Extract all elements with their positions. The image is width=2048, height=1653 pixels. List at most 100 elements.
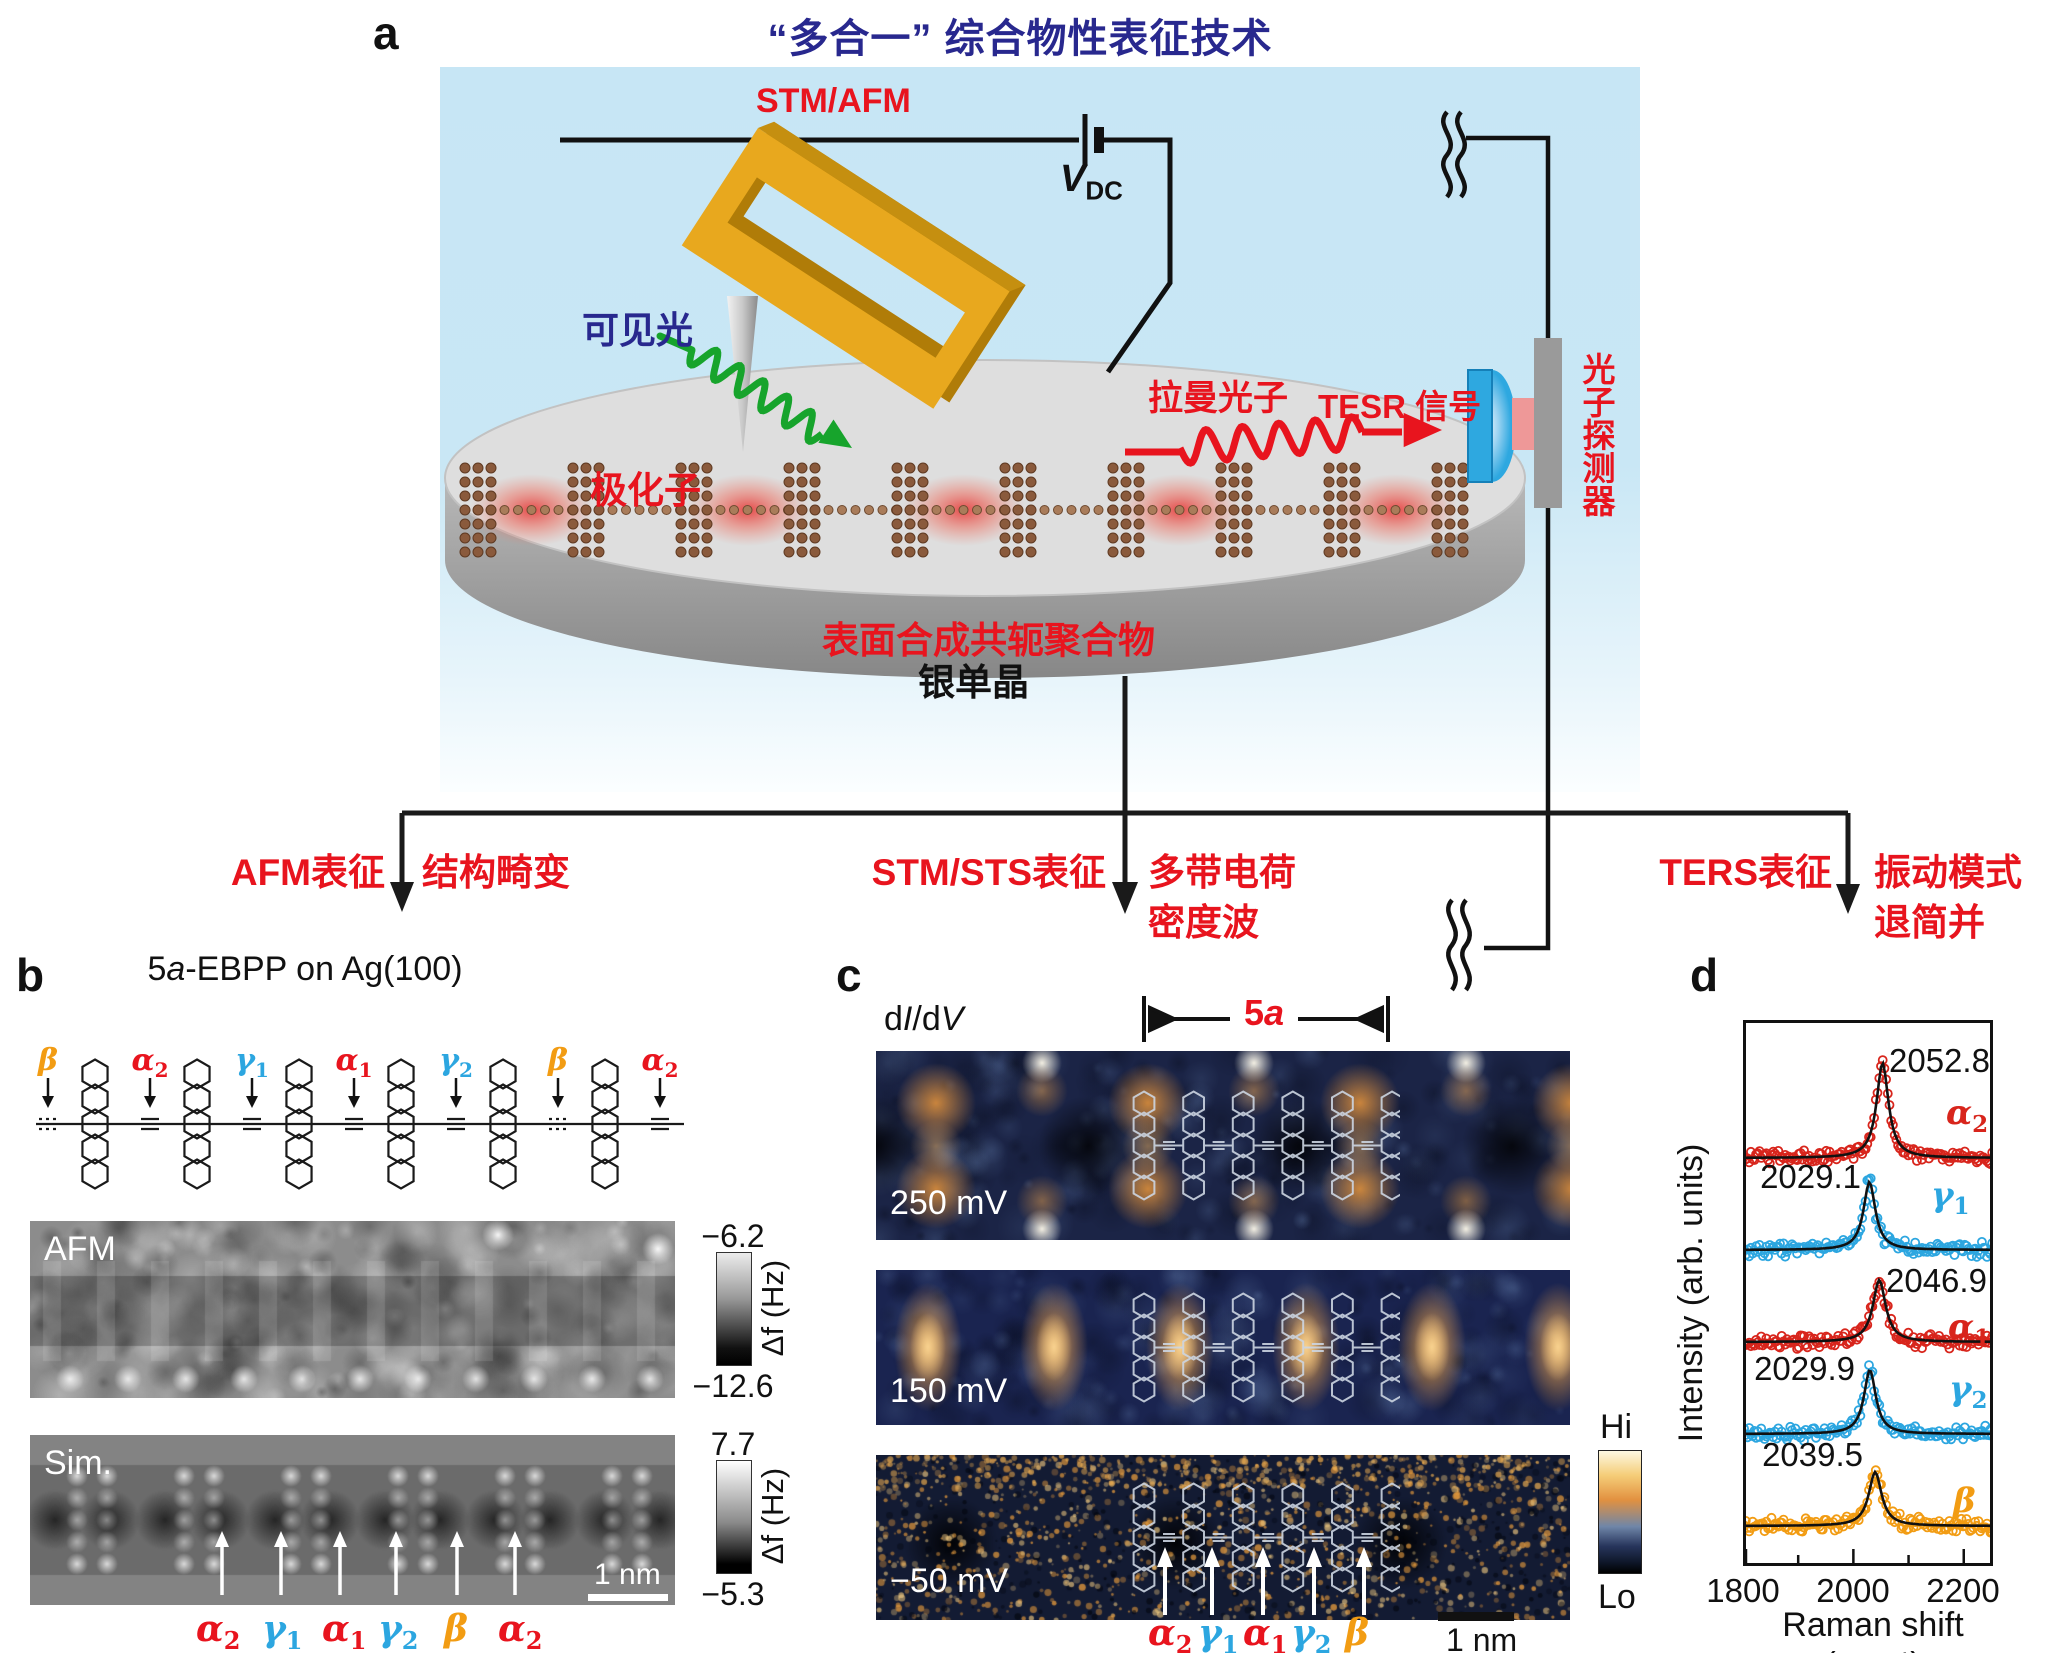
polaron-label: 极化子 xyxy=(590,470,701,511)
afm-image-label: AFM xyxy=(44,1230,116,1268)
qplus-sensor xyxy=(681,121,1026,409)
c-span-arrow xyxy=(1142,996,1390,1042)
photon-detector-label: 光子探测器 xyxy=(1578,352,1615,517)
branch-ters-result-2: 退简并 xyxy=(1874,902,1985,943)
afm-colorbar-unit: Δf (Hz) xyxy=(755,1259,790,1357)
afm-colorbar-max: −6.2 xyxy=(701,1218,765,1254)
molecule-overlay-1 xyxy=(1132,1090,1400,1201)
polymer-chain xyxy=(459,462,1469,558)
c-span-label: 5a xyxy=(1243,992,1285,1033)
branch-afm-result: 结构畸变 xyxy=(422,852,570,893)
sim-scalebar xyxy=(588,1594,668,1601)
branch-sts-result-2: 密度波 xyxy=(1148,902,1259,943)
branch-ters-method: TERS表征 xyxy=(1659,852,1832,893)
svg-text:2052.8: 2052.8 xyxy=(1889,1042,1990,1079)
panel-b-letter: b xyxy=(16,949,45,1001)
branch-sts-result-1: 多带电荷 xyxy=(1148,852,1296,893)
svg-text:β: β xyxy=(1951,1481,1976,1521)
c-mode-label-a1: α1 xyxy=(1243,1612,1288,1653)
b-mode-label-b: β xyxy=(444,1608,468,1650)
branch-ters-result-1: 振动模式 xyxy=(1874,852,2022,893)
collection-lens xyxy=(1467,369,1516,483)
map2-bias-label: 150 mV xyxy=(890,1372,1008,1410)
panel-c-letter: c xyxy=(836,949,862,1001)
c-scalebar xyxy=(1438,1612,1514,1621)
svg-text:2029.1: 2029.1 xyxy=(1760,1158,1861,1195)
svg-text:α2: α2 xyxy=(1946,1093,1988,1138)
c-bond-arrows xyxy=(1157,1547,1372,1615)
detector-element xyxy=(1512,398,1535,450)
visible-light-arrow xyxy=(656,332,852,448)
sim-colorbar-min: −5.3 xyxy=(701,1576,765,1612)
b-mode-label-a2b: α2 xyxy=(498,1608,543,1653)
c-mode-label-g2: γ2 xyxy=(1291,1612,1332,1653)
afm-colorbar-min: −12.6 xyxy=(692,1368,774,1404)
svg-text:β: β xyxy=(547,1043,568,1078)
d-tick-2000: 2000 xyxy=(1816,1572,1890,1609)
b-mode-label-g1: γ1 xyxy=(262,1608,303,1653)
branch-afm-method: AFM表征 xyxy=(230,852,385,893)
battery-symbol xyxy=(1082,114,1104,166)
d-ylabel: Intensity (arb. units) xyxy=(1672,1143,1710,1443)
sim-bond-arrows xyxy=(215,1531,522,1595)
svg-text:α1: α1 xyxy=(335,1043,372,1082)
svg-text:γ2: γ2 xyxy=(1949,1369,1987,1414)
sim-image-label: Sim. xyxy=(44,1444,112,1482)
polymer-label: 表面合成共轭聚合物 xyxy=(822,620,1155,661)
sim-colorbar-max: 7.7 xyxy=(710,1426,756,1462)
c-mode-label-a2: α2 xyxy=(1148,1612,1193,1653)
branch-lines xyxy=(399,676,1851,887)
d-xlabel: Raman shift (cm⁻¹) xyxy=(1782,1606,1964,1653)
figure-title: “多合一” 综合物性表征技术 xyxy=(767,17,1273,61)
svg-text:2046.9: 2046.9 xyxy=(1886,1262,1987,1299)
visible-light-label: 可见光 xyxy=(582,310,693,351)
stm-afm-label: STM/AFM xyxy=(756,82,911,120)
svg-text:γ2: γ2 xyxy=(439,1043,473,1082)
svg-text:α2: α2 xyxy=(641,1043,678,1082)
b-mode-label-g2: γ2 xyxy=(378,1608,419,1653)
b-mode-label-a2: α2 xyxy=(196,1608,241,1653)
svg-text:β: β xyxy=(37,1043,58,1078)
c-colorbar xyxy=(1598,1450,1642,1574)
sim-colorbar-unit: Δf (Hz) xyxy=(755,1467,790,1565)
svg-text:2029.9: 2029.9 xyxy=(1754,1350,1855,1387)
c-mode-label-g1: γ1 xyxy=(1198,1612,1239,1653)
bias-circuit-wire xyxy=(560,137,1173,374)
afm-simulation-image xyxy=(30,1435,675,1605)
c-colorbar-hi: Hi xyxy=(1600,1408,1633,1446)
d-tick-2200: 2200 xyxy=(1926,1572,2000,1609)
svg-text:γ1: γ1 xyxy=(235,1043,269,1082)
raman-spectra-plot: 2052.8 α2 2029.1 γ1 2046.9 α1 2029.9 γ2 2039.5 β xyxy=(1743,1020,1993,1566)
svg-text:α2: α2 xyxy=(131,1043,168,1082)
molecule-overlay-2 xyxy=(1132,1292,1400,1403)
molecule-overlay-3 xyxy=(1132,1482,1400,1593)
svg-text:2039.5: 2039.5 xyxy=(1762,1436,1863,1473)
branch-arrowheads xyxy=(390,882,1860,914)
schematic-panel-a xyxy=(390,67,1860,992)
panel-b-title: 5a-EBPP on Ag(100) xyxy=(147,950,463,988)
raman-signal-arrow xyxy=(1125,412,1442,467)
c-colorbar-lo: Lo xyxy=(1598,1578,1636,1616)
sim-colorbar xyxy=(716,1460,752,1574)
branch-sts-method: STM/STS表征 xyxy=(871,852,1106,893)
detector-circuit-wire xyxy=(1441,110,1551,992)
panel-a-letter: a xyxy=(373,7,399,59)
panel-d-letter: d xyxy=(1690,949,1719,1001)
c-mode-label-b: β xyxy=(1345,1612,1369,1653)
photon-detector-bar xyxy=(1534,338,1562,508)
svg-text:α1: α1 xyxy=(1948,1307,1990,1352)
c-scalebar-label: 1 nm xyxy=(1446,1622,1518,1653)
didv-label: dI/dV xyxy=(884,1000,964,1038)
raman-photon-label: 拉曼光子 xyxy=(1148,379,1289,418)
afm-colorbar xyxy=(716,1252,752,1366)
afm-image xyxy=(30,1221,675,1398)
d-tick-1800: 1800 xyxy=(1706,1572,1780,1609)
svg-text:γ1: γ1 xyxy=(1931,1175,1969,1220)
substrate-label: 银单晶 xyxy=(918,662,1029,703)
sim-scalebar-label: 1 nm xyxy=(594,1558,661,1591)
vdc-label: VDC xyxy=(1060,158,1123,206)
map3-bias-label: −50 mV xyxy=(890,1562,1009,1600)
tesr-signal-label: TESR 信号 xyxy=(1318,388,1482,425)
map1-bias-label: 250 mV xyxy=(890,1184,1008,1222)
